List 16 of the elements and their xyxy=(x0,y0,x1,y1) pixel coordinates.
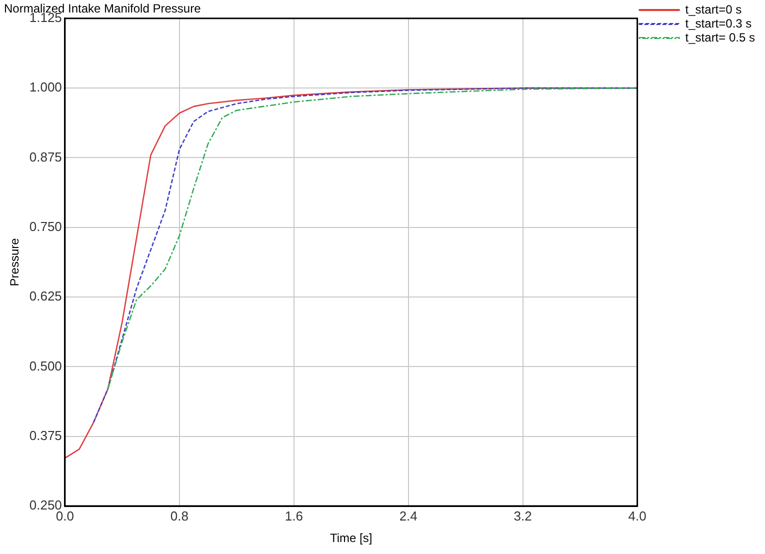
x-tick-label: 2.4 xyxy=(399,508,418,524)
x-tick-label: 0.8 xyxy=(170,508,188,524)
y-tick-label: 0.875 xyxy=(29,149,62,164)
y-tick-label: 0.500 xyxy=(29,358,62,374)
y-tick-label: 1.000 xyxy=(29,80,62,95)
y-tick-label: 0.625 xyxy=(29,288,62,304)
legend-label: t_start= 0.5 s xyxy=(685,30,755,44)
x-tick-label: 4.0 xyxy=(628,508,646,524)
legend-label: t_start=0 s xyxy=(685,2,742,16)
x-tick-label: 1.6 xyxy=(284,508,303,524)
legend-label: t_start=0.3 s xyxy=(685,16,752,30)
y-tick-label: 0.375 xyxy=(29,428,62,443)
x-tick-label: 3.2 xyxy=(514,508,532,524)
y-axis-title: Pressure xyxy=(8,238,22,286)
x-axis-title: Time [s] xyxy=(330,531,372,546)
y-tick-label: 0.750 xyxy=(29,218,62,234)
